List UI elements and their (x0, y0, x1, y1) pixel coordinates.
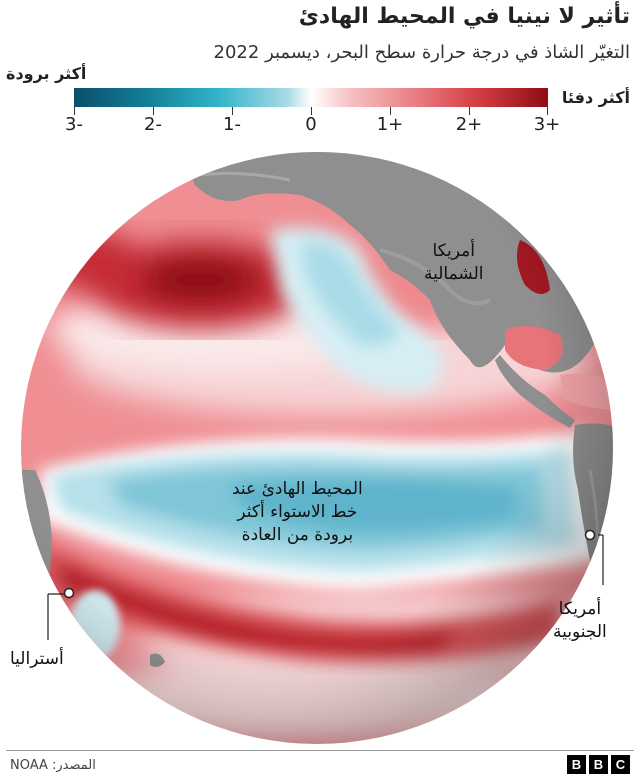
equatorial-pacific-label: المحيط الهادئ عند خط الاستواء أكثر برودة… (232, 478, 363, 547)
scale-tick-label: -1 (223, 114, 241, 135)
scale-tick (469, 107, 470, 115)
scale-tick (153, 107, 154, 115)
scale-tick-label: +1 (376, 114, 404, 135)
scale-tick-label: +2 (455, 114, 483, 135)
scale-tick-label: -3 (65, 114, 83, 135)
scale-tick-label: +3 (533, 114, 561, 135)
equatorial-label-line: برودة من العادة (241, 525, 354, 545)
legend-cooler-label: أكثر برودة (6, 64, 87, 83)
north-america-label-line: أمريكا (432, 241, 475, 261)
south-america-label: أمريكا الجنوبية (553, 598, 607, 644)
legend-warmer-label: أكثر دفئا (561, 88, 630, 107)
chart-title: تأثير لا نينيا في المحيط الهادئ (298, 4, 630, 29)
bbc-logo: B B C (567, 755, 630, 774)
north-america-label-line: الشمالية (424, 264, 484, 284)
scale-tick (390, 107, 391, 115)
chart-subtitle: التغيّر الشاذ في درجة حرارة سطح البحر، د… (213, 42, 630, 63)
scale-tick (232, 107, 233, 115)
color-scale-bar (74, 88, 548, 107)
north-america-label: أمريكا الشمالية (424, 240, 484, 286)
scale-tick-label: -2 (144, 114, 162, 135)
source-credit: المصدر: NOAA (10, 758, 96, 773)
equatorial-label-line: المحيط الهادئ عند (232, 479, 363, 499)
south-america-marker (584, 529, 596, 541)
scale-tick-label: 0 (305, 114, 317, 135)
australia-marker (63, 587, 75, 599)
south-america-label-line: الجنوبية (553, 622, 607, 642)
bbc-logo-letter: B (567, 755, 586, 774)
label-leaders (47, 529, 604, 640)
australia-label: أستراليا (10, 649, 64, 669)
south-america-label-line: أمريكا (558, 599, 602, 619)
scale-tick (74, 107, 75, 115)
bbc-logo-letter: B (589, 755, 608, 774)
equatorial-label-line: خط الاستواء أكثر (237, 502, 358, 522)
footer-divider (6, 750, 634, 751)
scale-tick (547, 107, 548, 115)
scale-tick (311, 107, 312, 115)
bbc-logo-letter: C (611, 755, 630, 774)
